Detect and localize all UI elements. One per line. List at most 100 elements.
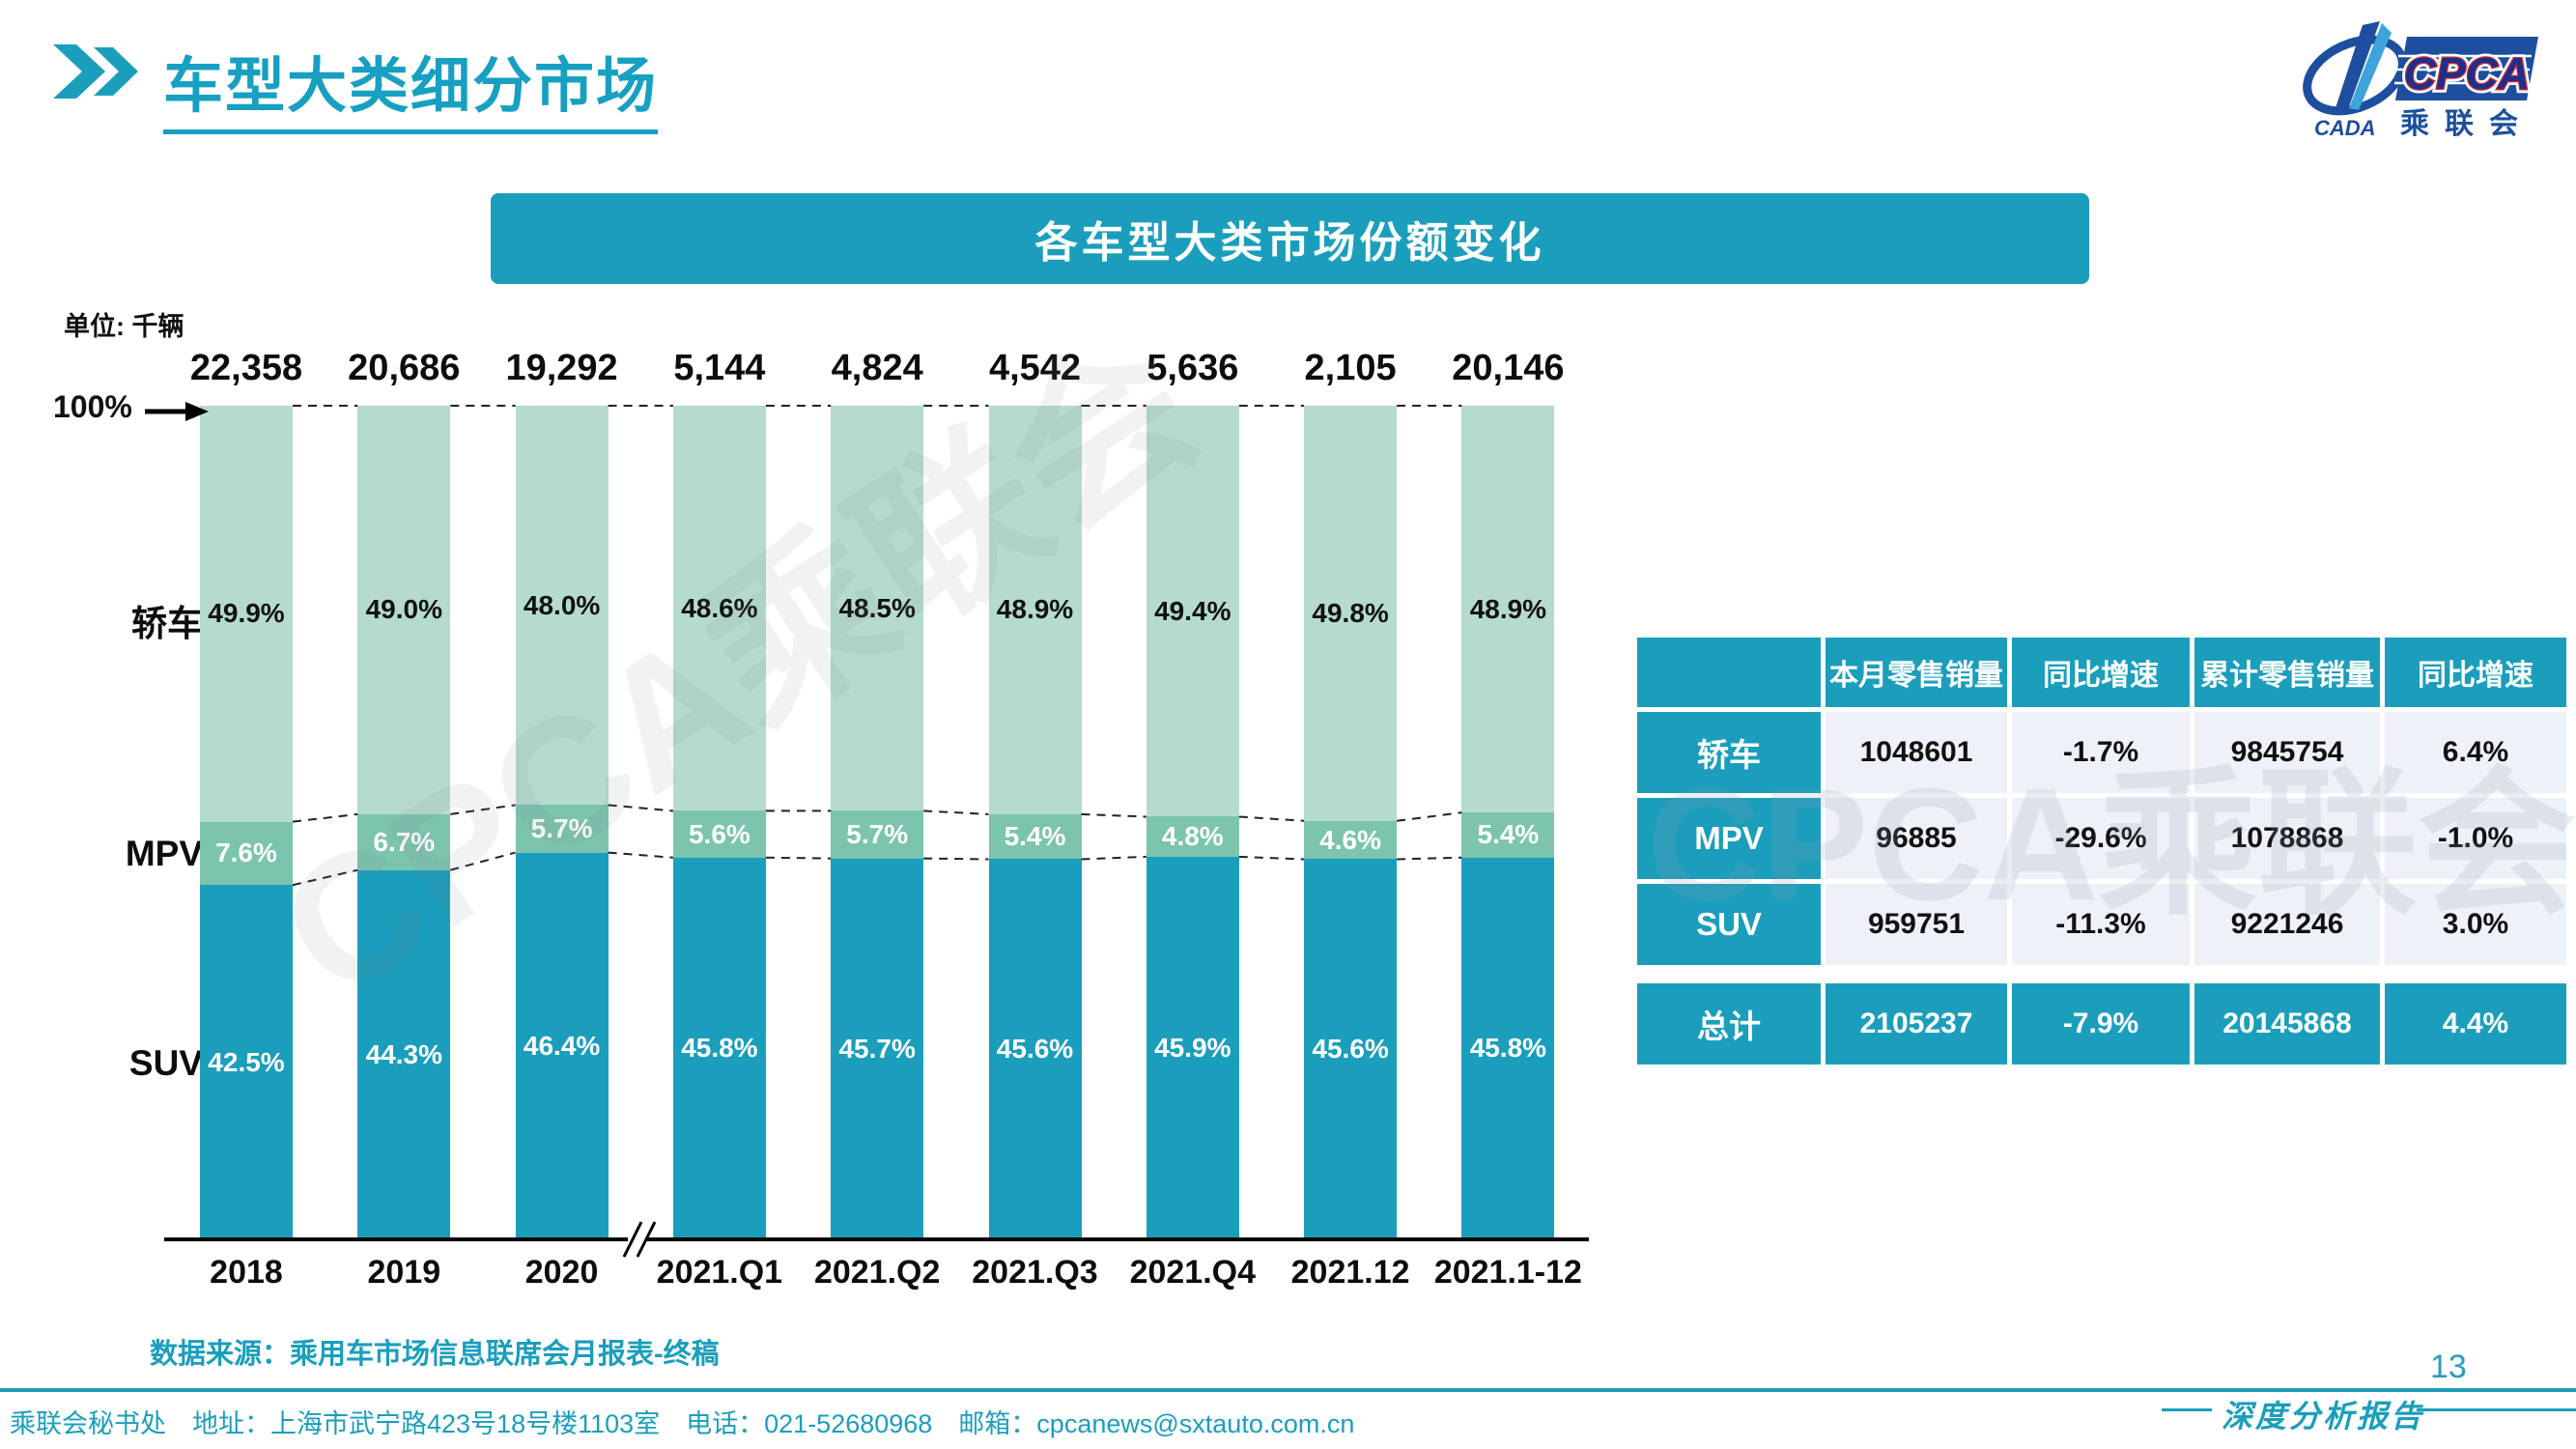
retail-sales-table: 本月零售销量 同比增速 累计零售销量 同比增速 轿车 1048601 -1.7% 984575… <box>1637 638 2566 1065</box>
segment-value-label: 45.6% <box>996 1034 1074 1065</box>
table-data-cell: -29.6% <box>2012 798 2190 879</box>
segment-value-label: 49.0% <box>365 594 442 625</box>
chart-title-bar: 各车型大类市场份额变化 <box>491 193 2089 284</box>
segment-value-label: 45.7% <box>838 1033 916 1064</box>
segment-value-label: 49.4% <box>1154 595 1231 626</box>
x-axis-label: 2020 <box>524 1254 599 1291</box>
table-data-cell: 3.0% <box>2385 884 2566 965</box>
bar-segment-suv: 44.3% <box>357 869 451 1239</box>
x-axis-label: 2021.Q2 <box>813 1254 941 1291</box>
segment-value-label: 45.8% <box>681 1033 758 1064</box>
table-data-cell: 96885 <box>1826 798 2007 879</box>
table-data-cell: 6.4% <box>2385 712 2566 793</box>
table-data-cell: 9221246 <box>2194 884 2380 965</box>
bar-total-label: 19,292 <box>505 348 618 388</box>
bar-segment-sedan: 48.0% <box>515 406 609 806</box>
segment-value-label: 5.7% <box>846 819 909 849</box>
segment-value-label: 49.9% <box>208 598 285 629</box>
bar-segment-mpv: 7.6% <box>200 821 293 886</box>
page-number: 13 <box>2430 1349 2467 1385</box>
segment-value-label: 48.0% <box>523 589 601 620</box>
x-axis-label: 2021.12 <box>1290 1254 1410 1291</box>
series-label-suv: SUV <box>128 1043 203 1083</box>
bar-segment-suv: 45.9% <box>1146 856 1239 1239</box>
y-axis-100-label: 100% <box>53 389 132 424</box>
bar-total-label: 4,824 <box>831 348 923 388</box>
segment-value-label: 48.6% <box>681 592 758 623</box>
bar-segment-sedan: 48.5% <box>831 406 924 811</box>
bar-segment-sedan: 48.9% <box>1461 406 1555 813</box>
bar-total-label: 5,636 <box>1146 348 1239 388</box>
bar-total-label: 4,542 <box>988 348 1082 388</box>
bar-segment-suv: 45.8% <box>1461 857 1555 1239</box>
bar-segment-suv: 42.5% <box>200 885 293 1239</box>
segment-value-label: 45.6% <box>1312 1034 1389 1065</box>
segment-value-label: 6.7% <box>373 826 436 857</box>
table-header-cell: 累计零售销量 <box>2194 638 2380 707</box>
segment-value-label: 49.8% <box>1312 597 1389 628</box>
segment-value-label: 46.4% <box>523 1030 601 1061</box>
table-header-cell: 同比增速 <box>2012 638 2190 707</box>
bar-segment-sedan: 49.0% <box>357 406 451 814</box>
bar-segment-suv: 45.7% <box>831 858 924 1239</box>
x-axis-label: 2021.Q3 <box>972 1254 1098 1291</box>
table-row-label: 总计 <box>1637 983 1821 1065</box>
bar-segment-mpv: 5.6% <box>672 810 766 858</box>
segment-value-label: 4.6% <box>1319 824 1381 855</box>
bar-total-label: 20,686 <box>348 348 461 388</box>
segment-value-label: 48.9% <box>1469 593 1547 624</box>
bar-segment-mpv: 5.4% <box>1461 812 1555 858</box>
segment-value-label: 5.4% <box>1477 819 1540 850</box>
segment-value-label: 7.6% <box>215 838 277 868</box>
page-title: 车型大类细分市场 <box>163 37 659 134</box>
segment-value-label: 5.4% <box>1004 821 1066 852</box>
table-header-cell-empty <box>1637 638 1821 707</box>
cpca-logo: CADA CPCA CPCA 乘联会 <box>2303 21 2538 140</box>
segment-value-label: 45.9% <box>1154 1032 1231 1063</box>
x-axis-label: 2019 <box>367 1254 441 1291</box>
logo-cpca-halo: CPCA <box>2404 48 2530 99</box>
table-data-cell: 1048601 <box>1826 712 2007 793</box>
bar-segment-suv: 45.6% <box>988 859 1082 1239</box>
bar-segment-mpv: 5.7% <box>831 810 924 859</box>
series-label-sedan: 轿车 <box>131 604 203 643</box>
bar-segment-sedan: 49.8% <box>1304 406 1398 821</box>
bar-segment-suv: 45.6% <box>1304 859 1398 1239</box>
bar-segment-mpv: 6.7% <box>357 813 451 870</box>
table-data-cell: 20145868 <box>2194 983 2380 1065</box>
x-axis-label: 2018 <box>210 1254 283 1291</box>
report-label-line-left <box>2162 1408 2212 1411</box>
segment-value-label: 42.5% <box>208 1046 285 1077</box>
bar-segment-mpv: 4.8% <box>1146 816 1239 857</box>
table-data-cell: 1078868 <box>2194 798 2380 879</box>
table-data-cell: -1.7% <box>2012 712 2190 793</box>
table-row-label: MPV <box>1637 798 1821 879</box>
bar-segment-mpv: 5.4% <box>988 813 1082 860</box>
footer-divider <box>0 1388 2576 1392</box>
logo-swoosh-light <box>2349 23 2392 110</box>
segment-value-label: 45.8% <box>1469 1033 1547 1064</box>
bar-segment-mpv: 4.6% <box>1304 820 1398 860</box>
table-data-cell: 9845754 <box>2194 712 2380 793</box>
bar-segment-suv: 45.8% <box>672 857 766 1239</box>
table-data-cell: 959751 <box>1826 884 2007 965</box>
bar-total-label: 22,358 <box>189 348 303 388</box>
data-source-note: 数据来源：乘用车市场信息联席会月报表-终稿 <box>150 1339 720 1370</box>
page-header: 车型大类细分市场 <box>53 37 659 134</box>
logo-sub-text: 乘联会 <box>2400 108 2534 140</box>
segment-value-label: 48.9% <box>996 594 1074 625</box>
table-data-cell: 4.4% <box>2385 983 2566 1065</box>
x-axis-label: 2021.1-12 <box>1433 1254 1582 1291</box>
bar-segment-sedan: 49.9% <box>200 406 293 822</box>
bar-segment-suv: 46.4% <box>515 852 609 1239</box>
bar-segment-sedan: 48.6% <box>672 406 766 811</box>
segment-value-label: 5.7% <box>530 812 593 843</box>
table-row-label: 轿车 <box>1637 712 1821 793</box>
table-data-cell: -7.9% <box>2012 983 2190 1065</box>
segment-value-label: 5.6% <box>688 818 750 849</box>
bar-segment-sedan: 48.9% <box>988 406 1082 814</box>
table-row-label: SUV <box>1637 884 1821 965</box>
table-data-cell: -1.0% <box>2385 798 2566 879</box>
x-axis-label: 2021.Q4 <box>1129 1254 1257 1291</box>
